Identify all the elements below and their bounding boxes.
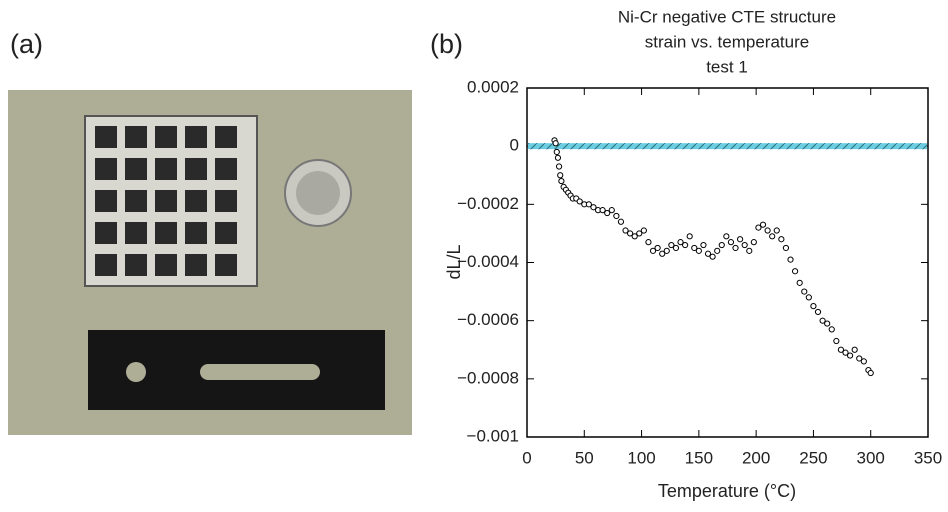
point	[709, 253, 716, 260]
y-tick-label: −0.0006	[457, 310, 519, 329]
x-tick-label: 0	[522, 448, 531, 467]
point	[867, 369, 874, 377]
point	[558, 177, 565, 185]
point	[636, 230, 643, 237]
point	[552, 140, 559, 147]
point	[732, 244, 739, 252]
point	[617, 218, 625, 225]
point	[718, 241, 725, 249]
point	[622, 227, 629, 234]
point	[764, 227, 771, 234]
point	[659, 250, 666, 257]
point	[842, 349, 849, 356]
point	[819, 317, 826, 324]
point	[663, 247, 670, 254]
panel-label: (a)	[10, 29, 43, 59]
point	[590, 204, 597, 211]
point	[557, 172, 564, 179]
point	[856, 355, 863, 362]
y-tick-label: −0.0002	[457, 194, 519, 213]
point	[631, 233, 638, 240]
point	[682, 241, 689, 249]
point	[649, 247, 657, 254]
point	[554, 154, 562, 161]
x-tick-label: 250	[799, 448, 827, 467]
chart-title: strain vs. temperature	[645, 32, 809, 51]
point	[787, 256, 794, 263]
x-tick-label: 50	[575, 448, 594, 467]
photo	[8, 90, 412, 435]
chart-title: test 1	[706, 57, 748, 76]
point	[791, 268, 799, 275]
x-tick-label: 300	[857, 448, 885, 467]
x-axis-label: Temperature (°C)	[658, 481, 796, 501]
point	[640, 227, 647, 234]
point	[654, 244, 661, 252]
point	[837, 346, 845, 353]
point	[555, 163, 563, 170]
point	[737, 236, 744, 243]
point	[810, 303, 817, 310]
plot-frame	[526, 87, 929, 438]
point	[851, 346, 858, 353]
y-tick-label: −0.001	[467, 426, 519, 445]
point	[627, 230, 634, 237]
panel-label: (b)	[430, 29, 463, 59]
point	[691, 244, 698, 252]
point	[778, 236, 785, 243]
point	[727, 239, 735, 246]
point	[773, 227, 780, 234]
x-tick-label: 350	[914, 448, 942, 467]
x-tick-label: 100	[627, 448, 655, 467]
point	[613, 212, 620, 220]
point	[741, 241, 748, 249]
point	[686, 233, 693, 240]
point	[860, 358, 867, 365]
point	[704, 250, 712, 257]
point	[585, 201, 592, 208]
point	[645, 239, 652, 246]
point	[714, 247, 721, 254]
point	[700, 241, 707, 249]
point	[746, 247, 753, 254]
point	[759, 221, 767, 228]
point	[672, 244, 680, 252]
point	[796, 279, 803, 286]
y-axis-label: dL/L	[444, 244, 464, 279]
y-tick-label: 0	[510, 136, 519, 155]
point	[755, 224, 762, 231]
y-tick-label: 0.0002	[467, 77, 519, 96]
point	[814, 308, 822, 316]
point	[782, 244, 790, 252]
reference-hatch	[528, 143, 927, 150]
x-tick-label: 150	[685, 448, 713, 467]
chart-title: Ni-Cr negative CTE structure	[618, 7, 836, 26]
point	[769, 233, 776, 240]
point	[805, 294, 812, 301]
point	[824, 320, 831, 327]
point	[833, 337, 840, 345]
x-tick-label: 200	[742, 448, 770, 467]
point	[677, 239, 684, 246]
point	[608, 207, 615, 214]
point	[604, 209, 611, 217]
y-tick-label: −0.0004	[457, 252, 519, 271]
point	[668, 241, 675, 249]
point	[695, 247, 702, 254]
point	[553, 148, 560, 156]
point	[846, 352, 854, 359]
point	[801, 288, 808, 295]
y-tick-label: −0.0008	[457, 368, 519, 387]
point	[750, 239, 757, 246]
point	[723, 233, 730, 240]
point	[576, 198, 583, 205]
point	[599, 207, 606, 214]
point	[828, 326, 835, 333]
